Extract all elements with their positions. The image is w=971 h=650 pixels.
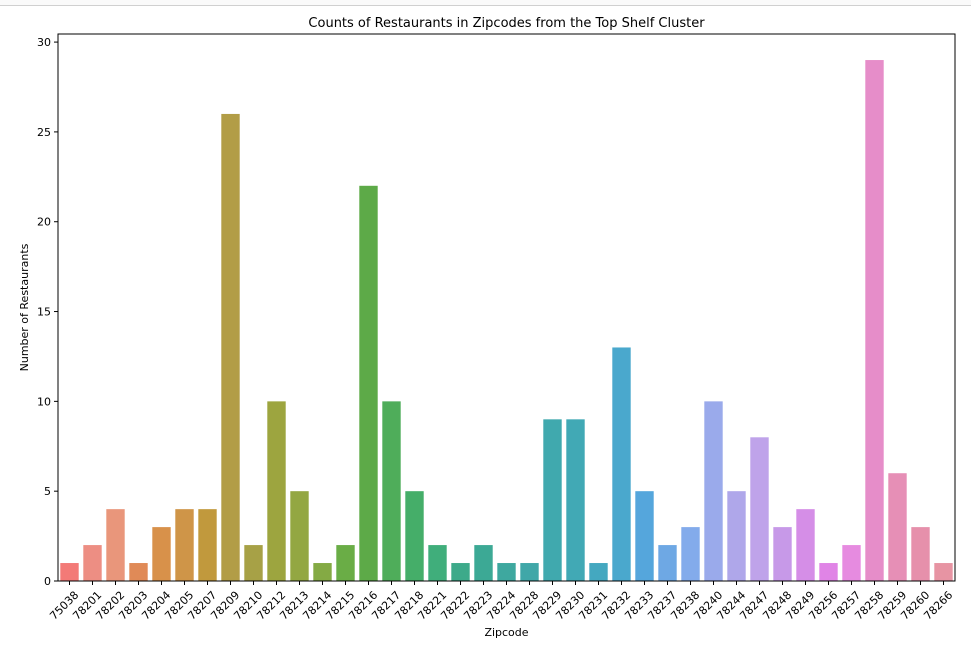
y-tick-label-25: 25 [37,126,51,139]
bar-78257 [842,545,861,581]
bar-78266 [934,563,953,581]
bar-78258 [865,60,884,582]
bar-78238 [681,527,700,581]
bar-78260 [911,527,930,581]
y-tick-label-0: 0 [44,575,51,588]
bar-78201 [83,545,102,581]
bar-78213 [290,491,309,581]
y-axis-label: Number of Restaurants [18,243,31,371]
bar-78218 [405,491,424,581]
bar-78215 [336,545,355,581]
bar-78202 [106,509,125,581]
bar-78204 [152,527,171,581]
bar-78232 [612,347,631,581]
bar-78222 [451,563,470,581]
y-tick-label-5: 5 [44,485,51,498]
bar-78217 [382,401,401,581]
bar-78248 [773,527,792,581]
bar-78210 [244,545,263,581]
x-axis-label: Zipcode [484,626,528,639]
bar-78256 [819,563,838,581]
bar-78240 [704,401,723,581]
bar-75038 [60,563,79,581]
bar-78224 [497,563,516,581]
bar-78221 [428,545,447,581]
bar-78247 [750,437,769,581]
bar-78214 [313,563,332,581]
bar-78216 [359,185,378,581]
y-tick-label-15: 15 [37,306,51,319]
bar-78209 [221,113,240,582]
bar-78230 [566,419,585,581]
bar-78231 [589,563,608,581]
y-ticks-group: 0 5 10 15 20 25 30 [37,36,58,588]
y-tick-label-10: 10 [37,395,51,408]
y-tick-label-20: 20 [37,216,51,229]
notebook-cell-border [0,0,971,6]
chart-title: Counts of Restaurants in Zipcodes from t… [308,16,705,31]
bar-78203 [129,563,148,581]
bars-group [60,60,953,582]
bar-78237 [658,545,677,581]
plot-frame [57,33,956,582]
bar-78259 [888,473,907,581]
bar-78228 [520,563,539,581]
bar-78249 [796,509,815,581]
bar-78233 [635,491,654,581]
bar-78244 [727,491,746,581]
y-tick-label-30: 30 [37,36,51,49]
bar-78205 [175,509,194,581]
bar-78229 [543,419,562,581]
bar-78223 [474,545,493,581]
x-ticks-group: 7503878201782027820378204782057820778209… [47,581,955,623]
bar-78207 [198,509,217,581]
bar-78212 [267,401,286,581]
